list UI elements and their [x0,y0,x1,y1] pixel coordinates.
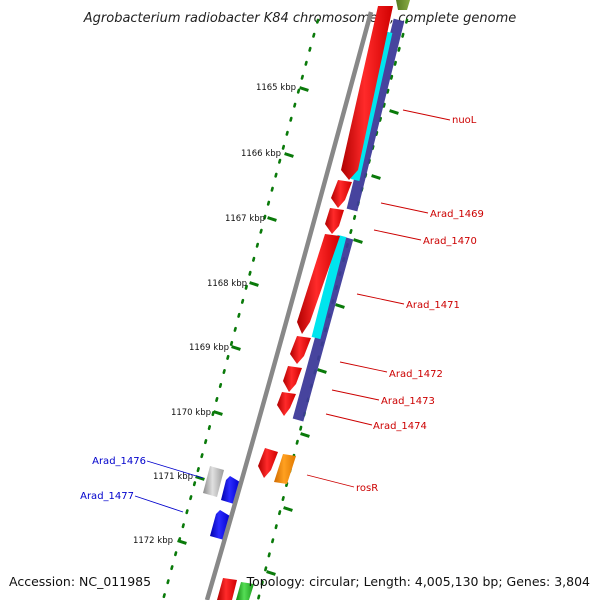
scale-arc-outer [161,18,320,600]
gene-label-arad-1469[interactable]: Arad_1469 [430,209,484,220]
label-leaders-left [134,460,204,513]
cds-arad-1474 [277,392,296,416]
gene-label-arad-1471[interactable]: Arad_1471 [406,300,460,311]
scale-labels: 1165 kbp 1166 kbp 1167 kbp 1168 kbp 1169… [133,83,296,546]
scale-ticks [177,86,309,545]
gene-label-nuol[interactable]: nuoL [452,115,477,126]
gene-label-arad-1474[interactable]: Arad_1474 [373,421,427,432]
cds-arad-1470 [325,208,344,234]
cds-bottom-green [236,582,254,600]
cds-arad-1476 [203,466,224,497]
gene-labels: nuoL Arad_1469 Arad_1470 Arad_1471 Arad_… [80,115,484,502]
cds-top-olive [396,0,410,10]
cds-bottom-red [217,578,237,600]
topology-text: Topology: circular; Length: 4,005,130 bp… [246,574,590,589]
cds-nuoL [341,6,393,180]
scale-label: 1167 kbp [225,214,265,224]
forward-cds-track [217,0,410,600]
scale-label: 1166 kbp [241,149,281,159]
scale-label: 1172 kbp [133,536,173,546]
scale-label: 1171 kbp [153,472,193,482]
cds-arad-1473 [283,366,302,392]
map-title: Agrobacterium radiobacter K84 chromosome… [83,11,516,26]
scale-label: 1165 kbp [256,83,296,93]
accession-text: Accession: NC_011985 [9,574,151,589]
scale-label: 1168 kbp [207,279,247,289]
cog-feature-orange [274,454,296,484]
scale-arc-inner [256,18,409,600]
gene-label-arad-1473[interactable]: Arad_1473 [381,396,435,407]
cds-arad-1471 [297,234,340,334]
inner-scale-ticks [266,109,399,576]
gene-label-arad-1477[interactable]: Arad_1477 [80,491,134,502]
scale-label: 1169 kbp [189,343,229,353]
scale-label: 1170 kbp [171,408,211,418]
gene-label-arad-1470[interactable]: Arad_1470 [423,236,477,247]
gene-label-rosr[interactable]: rosR [356,483,378,494]
cds-arad-1472 [290,336,311,364]
genome-backbone [204,11,374,600]
gene-label-arad-1476[interactable]: Arad_1476 [92,456,146,467]
gene-label-arad-1472[interactable]: Arad_1472 [389,369,443,380]
label-leaders-right [306,109,451,488]
cds-rosR [258,448,278,478]
cds-arad-1469 [331,180,352,208]
